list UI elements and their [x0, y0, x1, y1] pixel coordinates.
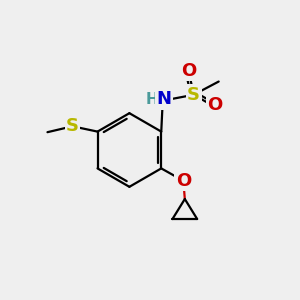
Text: O: O	[182, 61, 197, 80]
Text: S: S	[66, 117, 79, 135]
Text: O: O	[176, 172, 191, 190]
Text: S: S	[187, 86, 200, 104]
Text: N: N	[157, 90, 172, 108]
Text: O: O	[207, 96, 223, 114]
Text: H: H	[145, 92, 158, 107]
